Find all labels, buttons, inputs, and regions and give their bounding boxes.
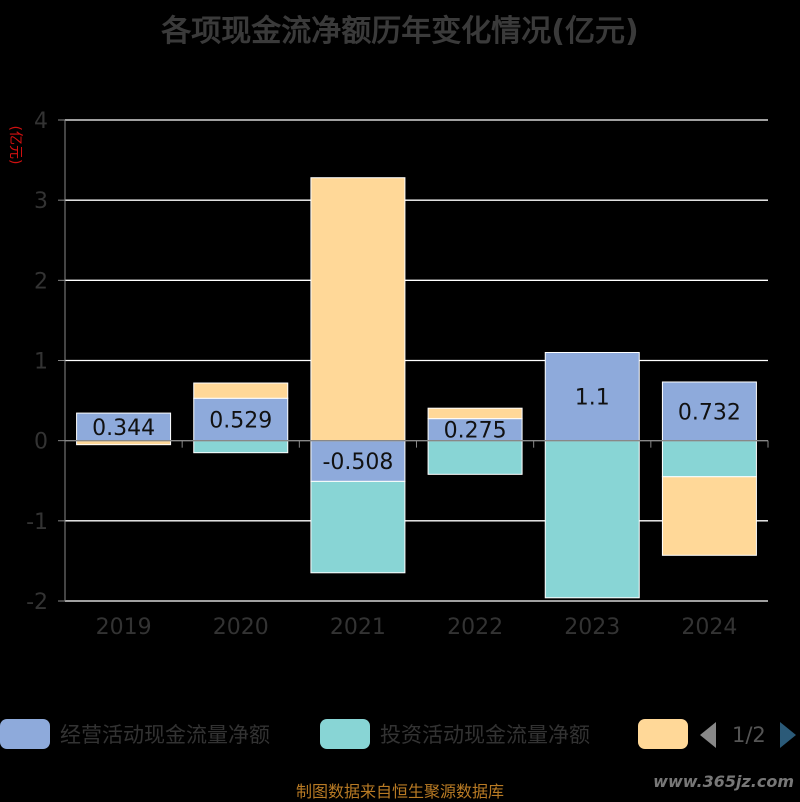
y-tick-label: 0 <box>34 430 48 455</box>
chart-title: 各项现金流净额历年变化情况(亿元) <box>161 14 639 49</box>
bar-operating-2024[interactable] <box>661 381 757 442</box>
legend-pager: 1/2 <box>700 718 796 752</box>
grid-lines <box>65 119 768 602</box>
y-tick-label: 2 <box>34 269 48 294</box>
bar-operating-2020[interactable] <box>193 397 289 442</box>
y-tick-label: 3 <box>34 189 48 214</box>
x-tick-label-2019: 2019 <box>96 615 152 640</box>
data-label-2021: -0.508 <box>322 450 393 475</box>
data-label-2023: 1.1 <box>575 386 610 411</box>
legend-next-page-icon[interactable] <box>779 722 796 748</box>
y-tick-label: -1 <box>26 510 48 535</box>
x-tick-label-2020: 2020 <box>213 615 269 640</box>
data-label-2024: 0.732 <box>678 400 741 425</box>
y-tick-label: -2 <box>26 590 48 615</box>
y-axis-unit-label: (亿元) <box>7 126 23 165</box>
bar-investing-2020[interactable] <box>193 440 289 454</box>
x-tick-label-2023: 2023 <box>564 615 620 640</box>
y-tick-label: 1 <box>34 350 48 375</box>
legend-item-financing[interactable] <box>638 716 698 752</box>
legend-label-operating: 经营活动现金流量净额 <box>60 723 270 747</box>
legend-item-investing[interactable]: 投资活动现金流量净额 <box>320 716 590 752</box>
x-tick-label-2021: 2021 <box>330 615 386 640</box>
data-labels: 0.344 0.529 -0.508 0.275 1.1 0.732 <box>92 386 741 475</box>
data-label-2022: 0.275 <box>444 419 507 444</box>
axes: 4 3 2 1 0 -1 -2 2019 2020 2021 2022 2023 2024 <box>26 109 769 640</box>
bar-investing-2024[interactable] <box>661 440 757 478</box>
x-tick-label-2024: 2024 <box>681 615 737 640</box>
legend-prev-page-icon[interactable] <box>700 722 716 748</box>
y-tick-label: 4 <box>34 109 48 134</box>
bar-operating-2021[interactable] <box>310 440 406 482</box>
legend-swatch-investing <box>320 719 370 749</box>
data-label-2020: 0.529 <box>209 408 272 433</box>
legend-item-operating[interactable]: 经营活动现金流量净额 <box>0 716 270 752</box>
bar-investing-2022[interactable] <box>427 440 523 475</box>
watermark: www.365jz.com <box>653 772 794 791</box>
bars <box>76 177 757 599</box>
bar-financing-2024[interactable] <box>661 476 757 556</box>
bar-financing-2022[interactable] <box>427 407 523 420</box>
bar-operating-2019[interactable] <box>76 412 172 442</box>
bar-financing-2020[interactable] <box>193 382 289 399</box>
data-source-note: 制图数据来自恒生聚源数据库 <box>295 782 504 801</box>
legend-label-investing: 投资活动现金流量净额 <box>380 723 590 747</box>
x-tick-label-2022: 2022 <box>447 615 503 640</box>
bar-investing-2021[interactable] <box>310 480 406 574</box>
legend-swatch-operating <box>0 719 50 749</box>
bar-operating-2023[interactable] <box>544 351 640 442</box>
data-label-2019: 0.344 <box>92 416 155 441</box>
legend-page-indicator: 1/2 <box>732 723 766 747</box>
bar-financing-2021[interactable] <box>310 177 406 442</box>
legend-swatch-financing <box>638 719 688 749</box>
bar-investing-2023[interactable] <box>544 440 640 599</box>
